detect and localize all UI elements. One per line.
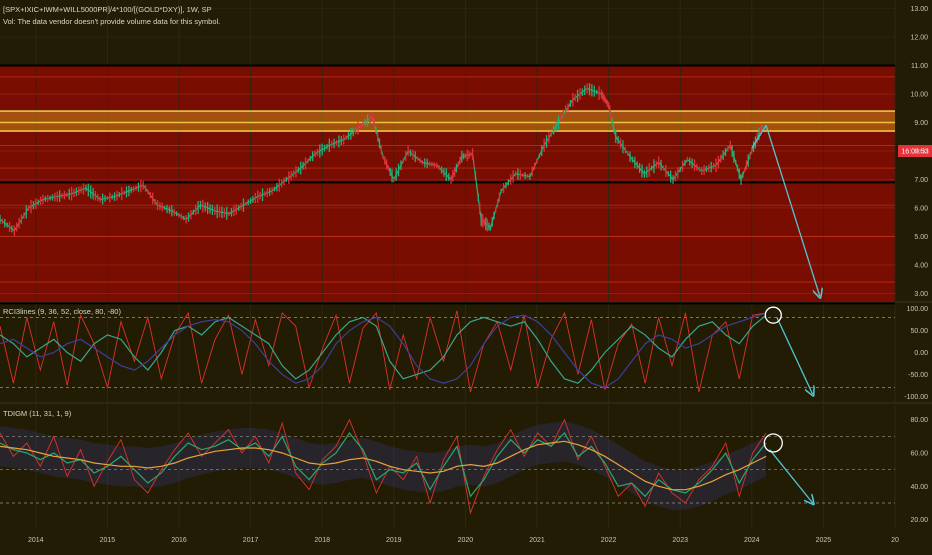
x-tick-label: 2021 [529,537,545,544]
series-layer [0,83,767,515]
rci-y-tick-label: 100.00 [907,306,929,313]
price-projection-arrow [765,125,820,296]
x-tick-label: 2025 [816,537,832,544]
tdi-y-tick-label: 80.00 [910,417,928,424]
price-y-tick-label: 7.00 [914,177,928,184]
x-tick-label: 2020 [458,537,474,544]
price-y-tick-label: 8.00 [914,149,928,156]
price-y-tick-label: 12.00 [910,35,928,42]
horizontal-levels [0,64,895,504]
tdi-series-signal [0,431,767,498]
x-tick-label: 2024 [744,537,760,544]
rci-series-mid [0,314,767,384]
rci-series-short [0,310,767,393]
tdi-legend[interactable]: TDIGM (11, 31, 1, 9) [3,409,72,418]
price-y-tick-label: 10.00 [910,92,928,99]
price-badge: 16:09:53 [901,149,928,156]
x-tick-label: 20 [891,537,899,544]
rci-highlight-circle [764,306,782,324]
x-tick-label: 2016 [171,537,187,544]
x-tick-label: 2018 [314,537,330,544]
price-y-tick-label: 13.00 [910,6,928,13]
volume-note: Vol: The data vendor doesn't provide vol… [3,17,221,26]
x-tick-label: 2014 [28,537,44,544]
rci-series-long [0,312,767,389]
x-tick-label: 2022 [601,537,617,544]
red-zone [0,65,895,304]
tdi-y-tick-label: 60.00 [910,451,928,458]
rci-y-tick-label: 0.00 [914,350,928,357]
price-badge-bg [898,145,932,157]
price-y-tick-label: 9.00 [914,120,928,127]
resistance-band [0,111,895,132]
x-tick-label: 2019 [386,537,402,544]
price-y-tick-label: 6.00 [914,205,928,212]
x-tick-label: 2023 [672,537,688,544]
price-y-tick-label: 5.00 [914,234,928,241]
tdi-y-tick-label: 40.00 [910,484,928,491]
price-y-tick-label: 3.00 [914,291,928,298]
rci-legend[interactable]: RCI3lines (9, 36, 52, close, 80, -80) [3,307,121,316]
tdi-series-base [0,440,767,491]
annotation-layer: 16:09:53 [751,125,932,503]
rci-y-tick-label: -50.00 [908,372,928,379]
x-tick-label: 2015 [100,537,116,544]
rci-y-tick-label: -100.00 [904,394,928,401]
price-y-tick-label: 11.00 [911,63,928,70]
tdi-series-price [0,418,767,515]
price-projection-upleg [751,125,767,149]
rci-projection-arrow [776,317,813,394]
price-y-tick-label: 4.00 [914,262,928,269]
symbol-legend[interactable]: [SPX+IXIC+IWM+WILL5000PR]/4*100/[(GOLD*D… [3,5,212,14]
tdi-projection-arrow [769,449,813,503]
x-tick-label: 2017 [243,537,259,544]
axis-layer: 2014 2015 2016 2017 2018 2019 2020 2021 2022 2023… [28,6,928,544]
tdi-y-tick-label: 20.00 [910,517,928,524]
tdi-highlight-circle [763,433,783,453]
rci-y-tick-label: 50.00 [910,328,928,335]
